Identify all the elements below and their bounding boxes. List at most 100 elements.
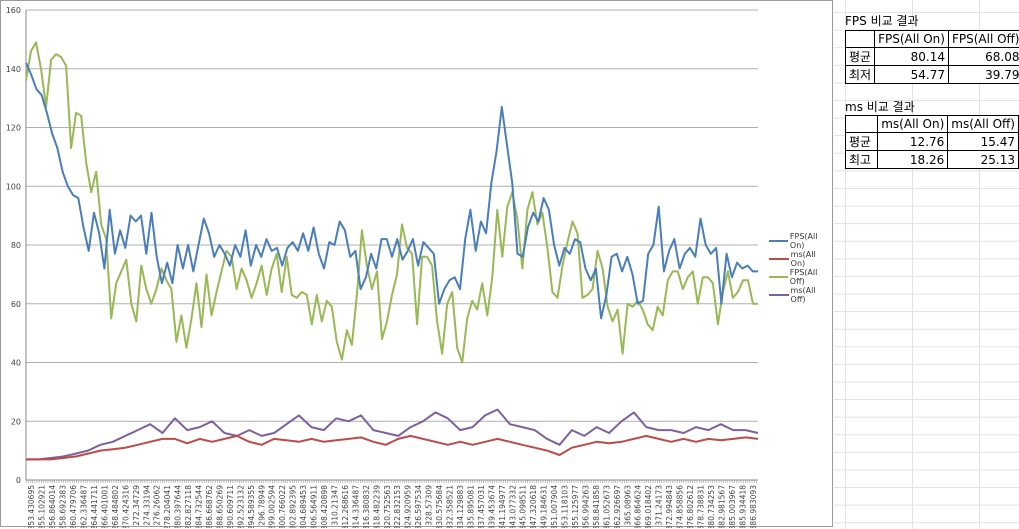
x-tick-label: 266.401001 — [100, 485, 109, 528]
legend-item-ms-on: ms(All On) — [769, 250, 832, 268]
header-cell[interactable] — [844, 30, 876, 48]
x-tick-label: 322.832153 — [393, 485, 402, 528]
header-cell[interactable] — [844, 115, 879, 133]
table-header-row: FPS(All On) FPS(All Off) — [844, 30, 1019, 48]
x-tick-label: 341.194977 — [498, 485, 507, 528]
y-tick-label: 40 — [11, 359, 21, 368]
row-label-cell[interactable]: 최저 — [844, 65, 876, 84]
y-tick-label: 20 — [11, 417, 21, 426]
value-cell[interactable]: 68.08 — [947, 47, 1019, 66]
row-label-cell[interactable]: 최고 — [844, 150, 879, 169]
x-tick-label: 345.098511 — [519, 485, 528, 528]
y-tick-label: 120 — [6, 124, 21, 133]
x-tick-label: 356.994263 — [581, 485, 590, 528]
table-row: 최저 54.77 39.79 — [844, 65, 1019, 84]
value-cell[interactable]: 12.76 — [877, 132, 949, 151]
x-tick-label: 334.129883 — [456, 485, 465, 528]
x-tick-label: 316.380832 — [362, 485, 371, 528]
x-tick-label: 371.24173 — [655, 485, 664, 526]
value-cell[interactable]: 15.47 — [947, 132, 1019, 151]
x-tick-label: 284.732544 — [195, 485, 204, 528]
x-tick-label: 372.994843 — [665, 485, 674, 528]
series-line-ms-all-off — [26, 408, 759, 461]
table-row: 최고 18.26 25.13 — [844, 150, 1019, 169]
row-label-cell[interactable]: 평균 — [844, 47, 876, 66]
legend-item-fps-on: FPS(All On) — [769, 232, 832, 250]
fps-ms-line-chart[interactable]: 0 20 40 60 80 100 120 140 160 253.430695 255.10292… — [0, 0, 833, 528]
value-cell[interactable]: 39.79 — [947, 65, 1019, 84]
x-tick-label: 380.734253 — [707, 485, 716, 528]
header-cell[interactable]: FPS(All On) — [874, 30, 949, 48]
x-tick-label: 318.482239 — [372, 485, 381, 528]
series-line-fps-all-on — [25, 62, 758, 320]
table-row: 평균 12.76 15.47 — [844, 132, 1019, 151]
series-line-fps-all-off — [25, 41, 758, 364]
value-cell[interactable]: 54.77 — [874, 65, 949, 84]
x-tick-label: 335.895081 — [466, 485, 475, 528]
x-tick-label: 332.358521 — [446, 485, 455, 528]
legend-item-ms-off: ms(All Off) — [769, 286, 832, 304]
x-tick-label: 290.609711 — [226, 485, 235, 528]
header-cell[interactable]: FPS(All Off) — [947, 30, 1019, 48]
table-header-row: ms(All On) ms(All Off) — [844, 115, 1019, 133]
x-tick-label: 326.597534 — [414, 485, 423, 528]
x-tick-label: 355.125977 — [571, 485, 580, 528]
x-tick-label: 262.336487 — [80, 485, 89, 528]
legend-swatch — [769, 276, 788, 278]
x-tick-label: 258.692383 — [59, 485, 68, 528]
x-tick-label: 347.320618 — [529, 485, 538, 528]
header-cell[interactable]: ms(All On) — [877, 115, 949, 133]
series-line-ms-all-on — [26, 434, 759, 461]
x-tick-label: 330.575684 — [435, 485, 444, 528]
x-tick-label: 276.26062 — [153, 485, 162, 526]
x-tick-label: 312.268616 — [341, 485, 350, 528]
value-cell[interactable]: 25.13 — [947, 150, 1019, 169]
x-tick-label: 255.102921 — [38, 485, 47, 528]
x-tick-label: 366.864624 — [634, 485, 643, 528]
legend-item-fps-off: FPS(All Off) — [769, 268, 832, 286]
x-tick-label: 304.689453 — [299, 485, 308, 528]
value-cell[interactable]: 18.26 — [877, 150, 949, 169]
x-tick-label: 385.003967 — [728, 485, 737, 528]
x-tick-label: 314.336487 — [351, 485, 360, 528]
x-tick-label: 361.052673 — [602, 485, 611, 528]
legend-swatch — [769, 240, 788, 242]
x-tick-label: 328.57309 — [425, 485, 434, 526]
y-tick-label: 100 — [6, 182, 21, 191]
x-tick-label: 362.926697 — [613, 485, 622, 528]
x-tick-label: 320.752563 — [383, 485, 392, 528]
x-tick-label: 386.983093 — [749, 485, 758, 528]
value-cell[interactable]: 80.14 — [874, 47, 949, 66]
x-tick-label: 299.002594 — [268, 485, 277, 528]
x-tick-label: 351.007904 — [550, 485, 559, 528]
x-tick-label: 343.077332 — [508, 485, 517, 528]
x-tick-label: 278.204041 — [163, 485, 172, 528]
chart-plot: 0 20 40 60 80 100 120 140 160 253.430695 255.10292… — [6, 6, 759, 528]
ms-comparison-table: ms(All On) ms(All Off) 평균 12.76 15.47 최고… — [844, 115, 1019, 169]
x-tick-label: 272.34729 — [132, 485, 141, 526]
x-tick-label: 256.864014 — [48, 485, 57, 528]
fps-comparison-table: FPS(All On) FPS(All Off) 평균 80.14 68.08 … — [844, 30, 1019, 84]
x-tick-label: 288.650269 — [215, 485, 224, 528]
x-tick-label: 358.841858 — [592, 485, 601, 528]
x-tick-label: 310.21347 — [330, 485, 339, 526]
header-cell[interactable]: ms(All Off) — [947, 115, 1019, 133]
x-tick-label: 286.668762 — [205, 485, 214, 528]
x-tick-label: 282.827118 — [184, 485, 193, 528]
spreadsheet-grid[interactable] — [834, 0, 1019, 529]
x-tick-label: 385.934418 — [738, 485, 747, 528]
x-tick-label: 382.981567 — [717, 485, 726, 528]
legend-label: ms(All Off) — [790, 286, 816, 304]
legend-label: FPS(All On) — [789, 232, 818, 250]
y-tick-label: 0 — [16, 476, 21, 485]
x-tick-label: 308.420898 — [320, 485, 329, 528]
x-tick-label: 294.589355 — [247, 485, 256, 528]
row-label-cell[interactable]: 평균 — [844, 132, 879, 151]
legend-label: ms(All On) — [790, 250, 816, 268]
ms-table-title: ms 비교 결과 — [845, 100, 915, 114]
x-tick-label: 374.858856 — [676, 485, 685, 528]
x-tick-label: 268.484802 — [111, 485, 120, 528]
x-tick-label: 378.738831 — [696, 485, 705, 528]
x-tick-label: 264.441711 — [90, 485, 99, 528]
x-tick-label: 300.766022 — [278, 485, 287, 528]
